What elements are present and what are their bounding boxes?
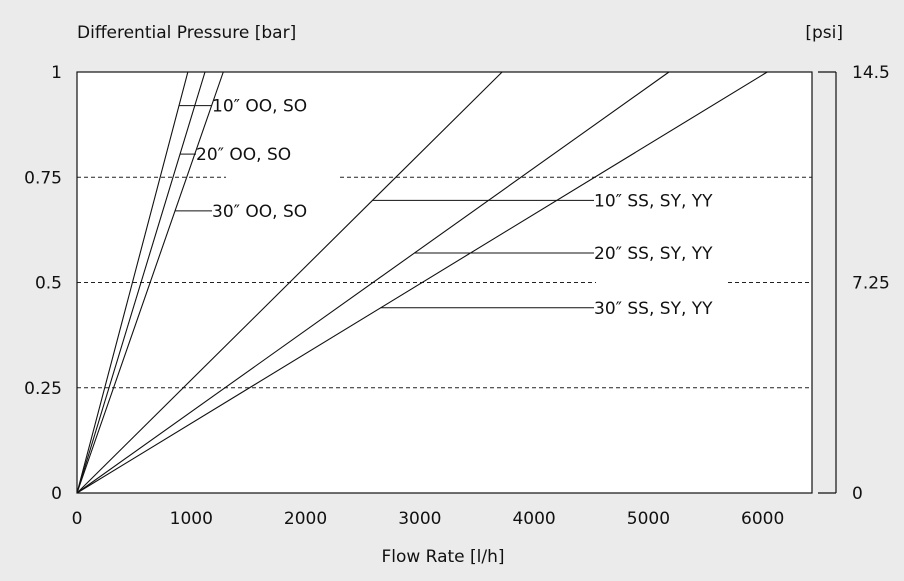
y2-tick-label-0: 0 [852, 484, 863, 504]
series-label-4: 10″ SS, SY, YY [594, 191, 713, 211]
series-line-5 [76, 71, 670, 494]
series-line-3 [76, 71, 224, 494]
plot-frame [76, 71, 837, 494]
series-labels: 10″ OO, SO 20″ OO, SO 30″ OO, SO 10″ SS, SY… [175, 97, 713, 319]
y-tick-label-0.75: 0.75 [24, 168, 62, 188]
series-label-2: 20″ OO, SO [196, 145, 291, 165]
y-tick-label-0: 0 [51, 484, 62, 504]
series-line-2 [76, 71, 206, 494]
y2-axis-title: [psi] [805, 23, 843, 43]
series-line-1 [76, 71, 189, 494]
y2-tick-label-14.5: 14.5 [852, 63, 890, 83]
series-line-6 [76, 71, 768, 494]
x-tick-label-6000: 6000 [741, 509, 784, 529]
series-line-4 [76, 71, 503, 494]
tick-labels: 0 0.25 0.5 0.75 1 0 7.25 14.5 0 1000 2000 3000 4000 5… [24, 63, 890, 529]
series-label-5: 20″ SS, SY, YY [594, 244, 713, 264]
series-label-1: 10″ OO, SO [212, 97, 307, 117]
y-axis-title: Differential Pressure [bar] [77, 23, 296, 43]
x-axis-title: Flow Rate [l/h] [381, 547, 504, 567]
series-lines [76, 71, 768, 494]
x-tick-label-4000: 4000 [512, 509, 555, 529]
y-tick-label-1: 1 [51, 63, 62, 83]
series-label-6: 30″ SS, SY, YY [594, 299, 713, 319]
x-tick-label-5000: 5000 [627, 509, 670, 529]
x-tick-label-0: 0 [72, 509, 83, 529]
x-tick-label-1000: 1000 [170, 509, 213, 529]
y-tick-label-0.5: 0.5 [35, 274, 62, 294]
y2-tick-label-7.25: 7.25 [852, 274, 890, 294]
x-tick-label-3000: 3000 [398, 509, 441, 529]
gridlines [77, 72, 812, 493]
y-tick-label-0.25: 0.25 [24, 379, 62, 399]
series-label-3: 30″ OO, SO [212, 202, 307, 222]
plot-border [76, 71, 813, 494]
x-tick-label-2000: 2000 [284, 509, 327, 529]
